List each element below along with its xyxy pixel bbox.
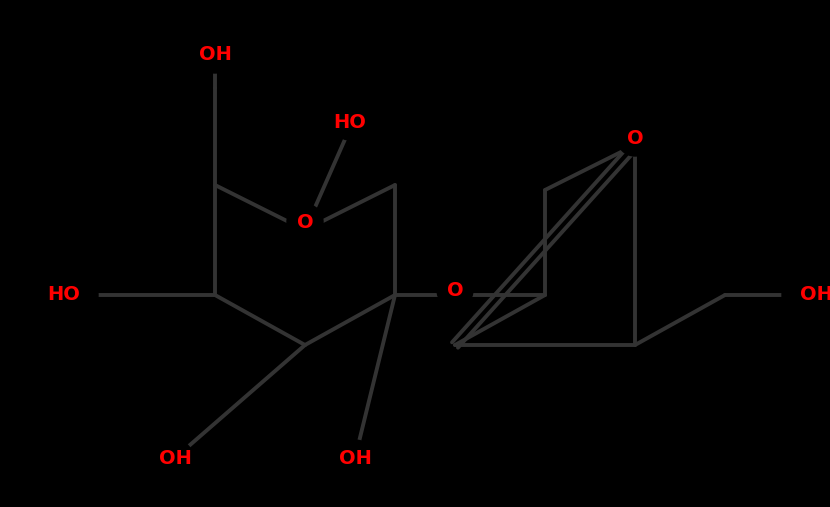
Circle shape — [617, 120, 653, 156]
Text: OH: OH — [339, 449, 372, 467]
Text: OH: OH — [198, 46, 232, 64]
Circle shape — [157, 440, 193, 476]
Circle shape — [332, 104, 368, 140]
Text: O: O — [296, 212, 313, 232]
Circle shape — [337, 440, 373, 476]
Text: O: O — [447, 280, 463, 300]
Text: OH: OH — [159, 449, 192, 467]
Text: HO: HO — [47, 285, 80, 305]
Circle shape — [62, 277, 98, 313]
Text: O: O — [627, 128, 643, 148]
Text: HO: HO — [334, 113, 366, 131]
Circle shape — [782, 277, 818, 313]
Text: OH: OH — [800, 285, 830, 305]
Circle shape — [197, 37, 233, 73]
Circle shape — [437, 272, 473, 308]
Circle shape — [287, 204, 323, 240]
